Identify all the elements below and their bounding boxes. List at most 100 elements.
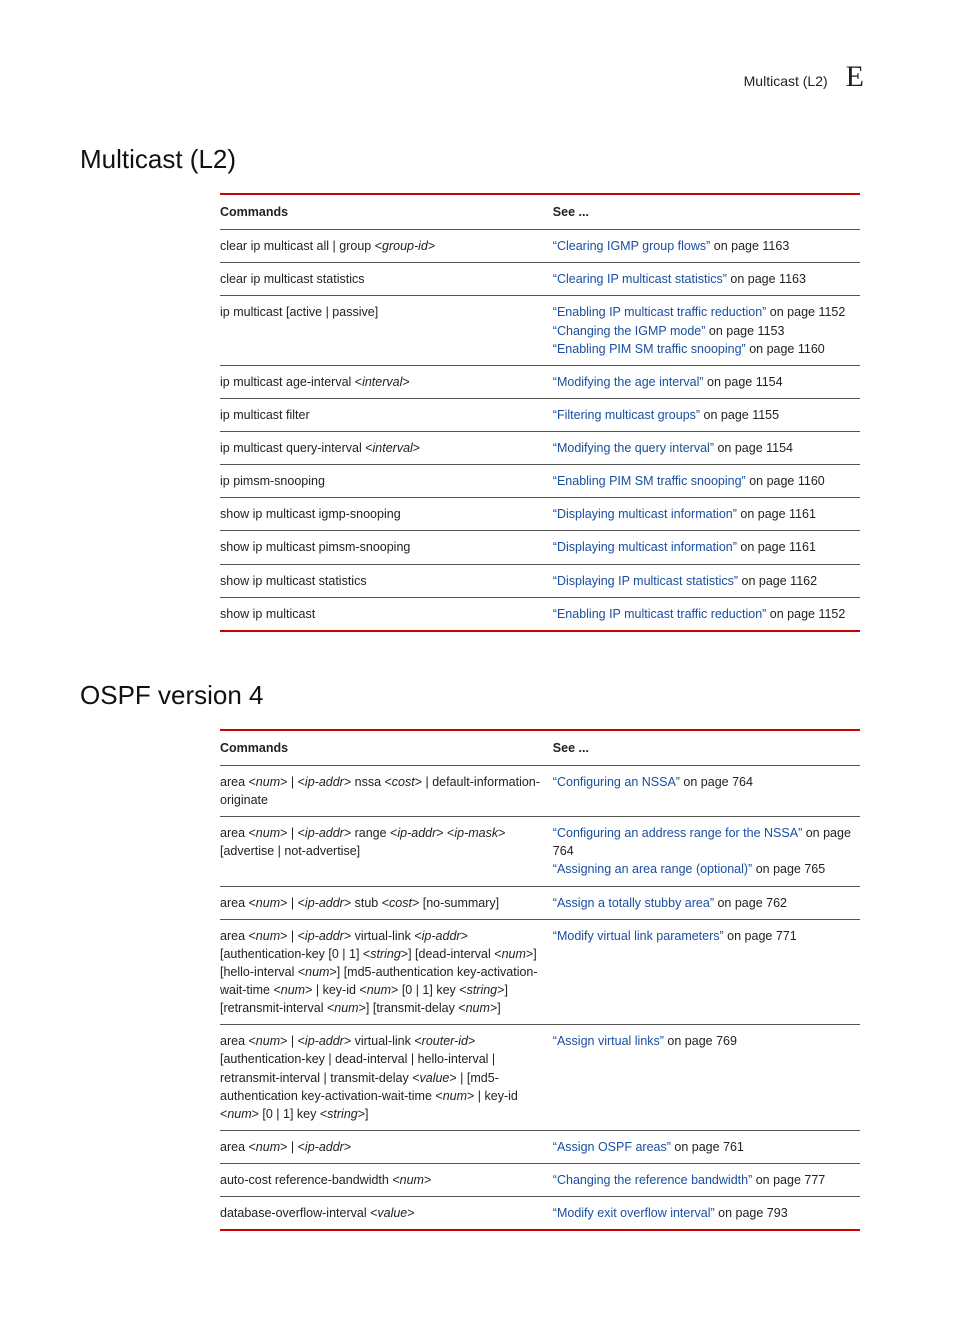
reference-page: on page 1161 bbox=[737, 507, 816, 521]
reference-cell: “Changing the reference bandwidth” on pa… bbox=[553, 1164, 860, 1197]
reference-line: “Displaying IP multicast statistics” on … bbox=[553, 572, 854, 590]
command-text: ip multicast query-interval < bbox=[220, 441, 373, 455]
command-text: > | key-id < bbox=[305, 983, 367, 997]
command-text: > virtual-link < bbox=[344, 929, 422, 943]
reference-page: on page 1160 bbox=[746, 342, 825, 356]
command-table: CommandsSee ...area <num> | <ip-addr> ns… bbox=[220, 729, 860, 1232]
command-text: > | < bbox=[280, 1034, 305, 1048]
command-text: > bbox=[424, 1173, 431, 1187]
section-title: Multicast (L2) bbox=[80, 144, 864, 175]
reference-page: on page 1162 bbox=[738, 574, 817, 588]
table-row: show ip multicast pimsm-snooping “Display… bbox=[220, 531, 860, 564]
command-cell: area <num> | <ip-addr> nssa <cost> | def… bbox=[220, 765, 553, 816]
command-cell: area <num> | <ip-addr> stub <cost> [no-s… bbox=[220, 886, 553, 919]
reference-link[interactable]: “Changing the reference bandwidth” bbox=[553, 1173, 752, 1187]
reference-link[interactable]: “Enabling PIM SM traffic snooping” bbox=[553, 474, 746, 488]
command-cell: area <num> | <ip-addr> bbox=[220, 1130, 553, 1163]
command-text: > | < bbox=[280, 1140, 305, 1154]
command-text: > | < bbox=[280, 929, 305, 943]
reference-link[interactable]: “Configuring an NSSA” bbox=[553, 775, 680, 789]
command-text: > | < bbox=[280, 826, 305, 840]
reference-link[interactable]: “Assign OSPF areas” bbox=[553, 1140, 671, 1154]
reference-link[interactable]: “Enabling PIM SM traffic snooping” bbox=[553, 342, 746, 356]
command-param: num bbox=[367, 983, 391, 997]
reference-cell: “Assign a totally stubby area” on page 7… bbox=[553, 886, 860, 919]
table-row: area <num> | <ip-addr> virtual-link <rou… bbox=[220, 1025, 860, 1131]
command-param: num bbox=[502, 947, 526, 961]
table-row: clear ip multicast all | group <group-id… bbox=[220, 230, 860, 263]
reference-link[interactable]: “Displaying multicast information” bbox=[553, 507, 737, 521]
command-cell: area <num> | <ip-addr> virtual-link <rou… bbox=[220, 1025, 553, 1131]
command-text: > [0 | 1] key < bbox=[252, 1107, 328, 1121]
reference-link[interactable]: “Modifying the age interval” bbox=[553, 375, 704, 389]
command-param: group-id bbox=[382, 239, 428, 253]
reference-line: “Filtering multicast groups” on page 115… bbox=[553, 406, 854, 424]
table-row: ip multicast query-interval <interval>“M… bbox=[220, 432, 860, 465]
reference-line: “Enabling PIM SM traffic snooping” on pa… bbox=[553, 472, 854, 490]
table-row: show ip multicast statistics “Displaying … bbox=[220, 564, 860, 597]
table-row: show ip multicast igmp-snooping “Displayi… bbox=[220, 498, 860, 531]
command-cell: show ip multicast pimsm-snooping bbox=[220, 531, 553, 564]
command-param: string bbox=[370, 947, 401, 961]
reference-link[interactable]: “Clearing IGMP group flows” bbox=[553, 239, 710, 253]
reference-cell: “Displaying multicast information” on pa… bbox=[553, 531, 860, 564]
reference-line: “Modifying the age interval” on page 115… bbox=[553, 373, 854, 391]
command-text: show ip multicast igmp-snooping bbox=[220, 507, 401, 521]
reference-link[interactable]: “Displaying IP multicast statistics” bbox=[553, 574, 738, 588]
command-text: > [0 | 1] key < bbox=[391, 983, 467, 997]
table-row: ip multicast [active | passive]“Enabling… bbox=[220, 296, 860, 365]
command-param: num bbox=[256, 1034, 280, 1048]
reference-link[interactable]: “Modify exit overflow interval” bbox=[553, 1206, 715, 1220]
command-param: num bbox=[334, 1001, 358, 1015]
command-text: show ip multicast statistics bbox=[220, 574, 367, 588]
command-text: area < bbox=[220, 826, 256, 840]
reference-line: “Assign a totally stubby area” on page 7… bbox=[553, 894, 854, 912]
table-row: area <num> | <ip-addr> range <ip-addr> <… bbox=[220, 817, 860, 886]
reference-cell: “Modify virtual link parameters” on page… bbox=[553, 919, 860, 1025]
reference-page: on page 762 bbox=[714, 896, 787, 910]
command-param: ip-addr bbox=[305, 826, 344, 840]
command-param: cost bbox=[389, 896, 412, 910]
reference-link[interactable]: “Filtering multicast groups” bbox=[553, 408, 700, 422]
command-param: value bbox=[420, 1071, 450, 1085]
reference-line: “Displaying multicast information” on pa… bbox=[553, 538, 854, 556]
reference-page: on page 793 bbox=[715, 1206, 788, 1220]
reference-link[interactable]: “Modifying the query interval” bbox=[553, 441, 714, 455]
column-header: Commands bbox=[220, 730, 553, 766]
section-title: OSPF version 4 bbox=[80, 680, 864, 711]
section: OSPF version 4CommandsSee ...area <num> … bbox=[80, 680, 864, 1232]
command-text: show ip multicast pimsm-snooping bbox=[220, 540, 410, 554]
reference-line: “Changing the IGMP mode” on page 1153 bbox=[553, 322, 854, 340]
reference-link[interactable]: “Assign a totally stubby area” bbox=[553, 896, 714, 910]
reference-link[interactable]: “Assign virtual links” bbox=[553, 1034, 664, 1048]
reference-link[interactable]: “Configuring an address range for the NS… bbox=[553, 826, 802, 840]
table-row: ip multicast age-interval <interval>“Mod… bbox=[220, 365, 860, 398]
reference-link[interactable]: “Enabling IP multicast traffic reduction… bbox=[553, 607, 767, 621]
reference-link[interactable]: “Clearing IP multicast statistics” bbox=[553, 272, 727, 286]
command-text: area < bbox=[220, 896, 256, 910]
command-text: > bbox=[413, 441, 420, 455]
section: Multicast (L2)CommandsSee ...clear ip mu… bbox=[80, 144, 864, 632]
table-row: ip multicast filter“Filtering multicast … bbox=[220, 398, 860, 431]
command-text: > | < bbox=[280, 775, 305, 789]
reference-page: on page 1161 bbox=[737, 540, 816, 554]
reference-link[interactable]: “Assigning an area range (optional)” bbox=[553, 862, 752, 876]
command-text: > virtual-link < bbox=[344, 1034, 422, 1048]
table-row: area <num> | <ip-addr>“Assign OSPF areas… bbox=[220, 1130, 860, 1163]
reference-cell: “Enabling PIM SM traffic snooping” on pa… bbox=[553, 465, 860, 498]
reference-link[interactable]: “Displaying multicast information” bbox=[553, 540, 737, 554]
command-text: > range < bbox=[344, 826, 398, 840]
reference-page: on page 771 bbox=[724, 929, 797, 943]
command-param: num bbox=[256, 826, 280, 840]
command-text: > | < bbox=[280, 896, 305, 910]
command-text: > bbox=[344, 1140, 351, 1154]
reference-link[interactable]: “Changing the IGMP mode” bbox=[553, 324, 706, 338]
reference-link[interactable]: “Modify virtual link parameters” bbox=[553, 929, 724, 943]
reference-cell: “Enabling IP multicast traffic reduction… bbox=[553, 296, 860, 365]
reference-link[interactable]: “Enabling IP multicast traffic reduction… bbox=[553, 305, 767, 319]
reference-line: “Configuring an address range for the NS… bbox=[553, 824, 854, 860]
command-text: >] bbox=[490, 1001, 501, 1015]
column-header: See ... bbox=[553, 194, 860, 230]
command-text: area < bbox=[220, 1034, 256, 1048]
reference-cell: “Modifying the age interval” on page 115… bbox=[553, 365, 860, 398]
